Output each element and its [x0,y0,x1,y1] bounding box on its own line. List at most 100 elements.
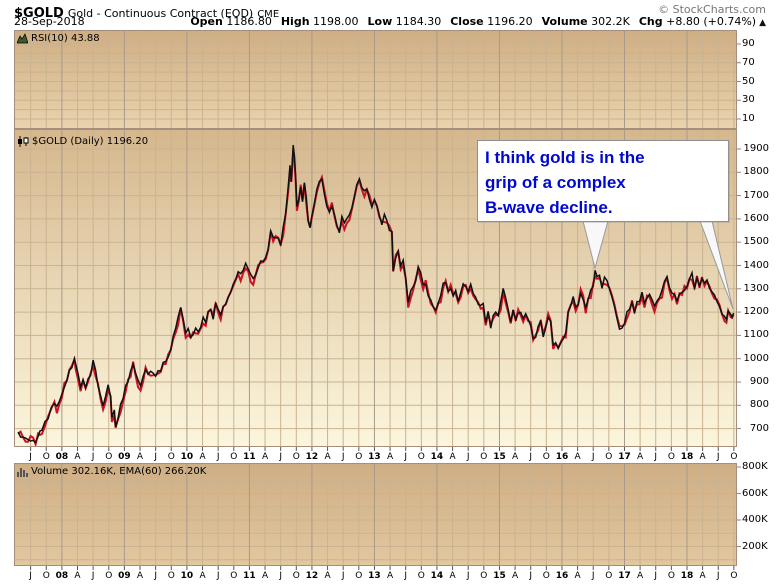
x-tick-label: J [91,571,95,581]
y-axis-label: 1400 [743,259,769,271]
x-tick-label: O [667,452,675,462]
x-tick-label: 10 [180,571,194,581]
x-axis-bottom [0,566,780,586]
x-tick-label: J [341,452,345,462]
x-tick-label: J [29,452,32,462]
x-axis-middle [0,447,780,463]
volume-panel [14,463,737,566]
y-axis-label: 1800 [743,166,769,178]
quote-date: 28-Sep-2018 [14,15,85,28]
x-tick-label: O [355,571,363,581]
x-tick-label: 16 [555,571,569,581]
x-tick-label: 17 [618,571,631,581]
y-axis-label: 800 [749,399,769,411]
exchange-label: CME [257,9,280,20]
x-tick-label: A [261,452,269,462]
x-tick-label: O [292,452,300,462]
x-tick-label: 09 [118,571,131,581]
rsi-mountain-icon [17,33,28,44]
annotation-line: I think gold is in the [485,148,645,167]
x-tick-label: 11 [243,571,256,581]
x-tick-label: J [341,571,345,581]
x-tick-label: J [216,571,220,581]
y-axis-label: 1700 [743,189,769,201]
y-axis-label: 30 [742,94,755,106]
x-tick-label: 17 [618,452,631,462]
x-tick-label: 09 [118,452,131,462]
x-tick-label: J [654,571,658,581]
quote-field: Open 1186.80 [190,15,272,28]
x-tick-label: 10 [180,452,194,462]
y-axis-label: 90 [742,38,755,50]
y-axis-label: 10 [742,113,755,125]
change-up-arrow-icon: ▲ [759,18,766,28]
x-tick-label: A [199,452,206,462]
quote-field: Chg +8.80 (+0.74%) [638,15,757,28]
x-tick-label: A [324,571,331,581]
x-tick-label: 18 [680,452,694,462]
x-tick-label: O [105,571,113,581]
volume-bars-icon [17,468,28,477]
y-axis-label: 600K [742,487,768,499]
x-tick-label: 11 [243,452,256,462]
x-tick-label: 15 [493,452,506,462]
x-tick-label: 12 [305,452,319,462]
x-tick-label: 18 [680,571,694,581]
x-tick-label: 16 [555,452,569,462]
x-tick-label: J [279,452,282,462]
x-tick-label: O [42,571,50,581]
x-tick-label: O [42,452,50,462]
x-tick-label: J [404,571,408,581]
symbol-description: Gold - Continuous Contract (EOD) [67,7,254,20]
x-tick-label: O [355,452,363,462]
x-tick-label: O [167,571,175,581]
x-tick-label: J [654,452,658,462]
x-tick-label: J [591,571,595,581]
x-tick-label: J [529,571,533,581]
x-tick-label: O [417,571,425,581]
x-tick-label: A [261,571,269,581]
x-tick-label: J [279,571,282,581]
x-tick-label: A [449,571,456,581]
y-axis-label: 1100 [743,329,769,341]
x-tick-label: O [230,452,238,462]
x-tick-label: O [542,452,550,462]
price-label-text: $GOLD (Daily) 1196.20 [32,136,149,147]
y-axis-label: 900 [749,376,769,387]
quote-field: Low 1184.30 [367,15,442,28]
price-series-label: $GOLD (Daily) 1196.20 [17,136,148,147]
y-axis-label: 1600 [743,212,769,224]
x-tick-label: 08 [55,571,69,581]
x-tick-label: O [230,571,238,581]
symbol: $GOLD [14,6,64,21]
x-tick-label: J [529,452,533,462]
y-axis-label: 70 [742,56,755,68]
x-tick-label: A [511,571,519,581]
y-axis-label: 1200 [743,306,769,318]
y-axis-label: 700 [749,422,769,434]
x-tick-label: J [466,571,470,581]
annotation-line: grip of a complex [485,173,626,192]
quote-field: High 1198.00 [280,15,359,28]
x-tick-label: A [199,571,206,581]
rsi-label-text: RSI(10) 43.88 [31,33,100,44]
quote-line: 28-Sep-2018 Open 1186.80 High 1198.00 Low … [14,15,766,29]
y-axis-label: 800K [742,461,768,472]
x-tick-label: A [136,452,144,462]
y-axis-label: 200K [742,540,768,552]
x-tick-label: A [449,452,456,462]
x-tick-label: O [292,571,300,581]
x-tick-label: O [167,452,175,462]
x-tick-label: A [637,571,644,581]
x-tick-label: A [74,452,81,462]
x-tick-label: A [574,571,581,581]
x-tick-label: 15 [493,571,506,581]
x-tick-label: O [480,571,488,581]
x-tick-label: A [74,571,81,581]
x-tick-label: 13 [368,452,381,462]
x-tick-label: A [574,452,581,462]
x-tick-label: O [105,452,113,462]
x-tick-label: O [417,452,425,462]
y-axis-label: 400K [742,514,768,525]
